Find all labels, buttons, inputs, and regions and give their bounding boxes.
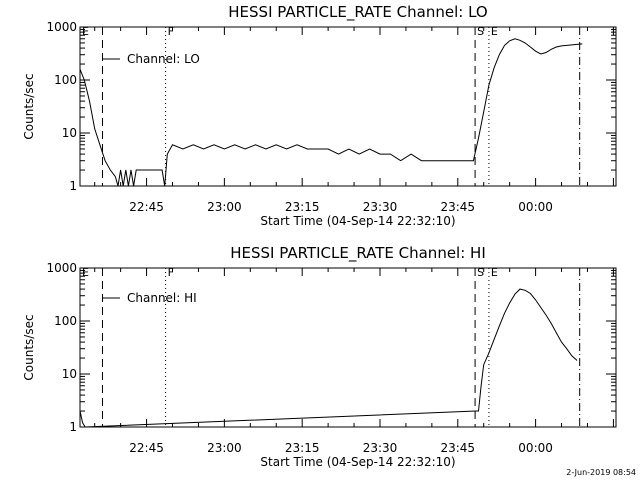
y-axis-label: Counts/sec: [22, 73, 36, 139]
x-axis-label: Start Time (04-Sep-14 22:32:10): [260, 214, 455, 228]
chart-title: HESSI PARTICLE_RATE Channel: HI: [230, 244, 486, 263]
x-tick-label: 23:00: [207, 441, 242, 455]
legend: Channel: HI: [102, 291, 197, 305]
event-marker-label: E: [82, 266, 89, 279]
x-tick-label: 23:15: [285, 441, 320, 455]
hi-channel-panel: HESSI PARTICLE_RATE Channel: HI 1 10 100 100…: [22, 244, 617, 469]
x-tick-label: 23:00: [207, 200, 242, 214]
footer-timestamp: 2-Jun-2019 08:54: [566, 468, 636, 477]
event-marker-label: S: [477, 25, 484, 38]
chart-title: HESSI PARTICLE_RATE Channel: LO: [228, 3, 487, 22]
y-tick-label: 10: [62, 126, 77, 140]
event-marker-label: E: [491, 266, 498, 279]
x-axis-label: Start Time (04-Sep-14 22:32:10): [260, 455, 455, 469]
event-marker-label: F: [168, 266, 174, 279]
event-marker-label: E: [82, 25, 89, 38]
x-tick-label: 23:45: [440, 441, 475, 455]
y-axis-label: Counts/sec: [22, 314, 36, 380]
y-tick-label: 1000: [46, 20, 77, 34]
y-tick-label: 10: [62, 367, 77, 381]
x-tick-label: 23:45: [440, 200, 475, 214]
x-tick-label: 23:30: [363, 441, 398, 455]
series-line: [79, 38, 583, 187]
legend-label: Channel: LO: [127, 52, 200, 66]
x-tick-label: 23:15: [285, 200, 320, 214]
event-marker-label: F: [168, 25, 174, 38]
series-line: [79, 288, 578, 428]
x-tick-label: 00:00: [518, 200, 553, 214]
y-tick-label: 100: [54, 314, 77, 328]
y-tick-label: 100: [54, 73, 77, 87]
legend: Channel: LO: [102, 52, 200, 66]
x-tick-label: 22:45: [129, 441, 164, 455]
legend-label: Channel: HI: [127, 291, 197, 305]
lo-channel-panel: HESSI PARTICLE_RATE Channel: LO 1 10 100 100…: [22, 3, 617, 228]
y-tick-label: 1000: [46, 261, 77, 275]
y-tick-label: 1: [69, 420, 77, 434]
y-tick-label: 1: [69, 179, 77, 193]
event-marker-label: S: [477, 266, 484, 279]
event-marker-label: E: [491, 25, 498, 38]
x-tick-label: 22:45: [129, 200, 164, 214]
x-tick-label: 00:00: [518, 441, 553, 455]
x-tick-label: 23:30: [363, 200, 398, 214]
